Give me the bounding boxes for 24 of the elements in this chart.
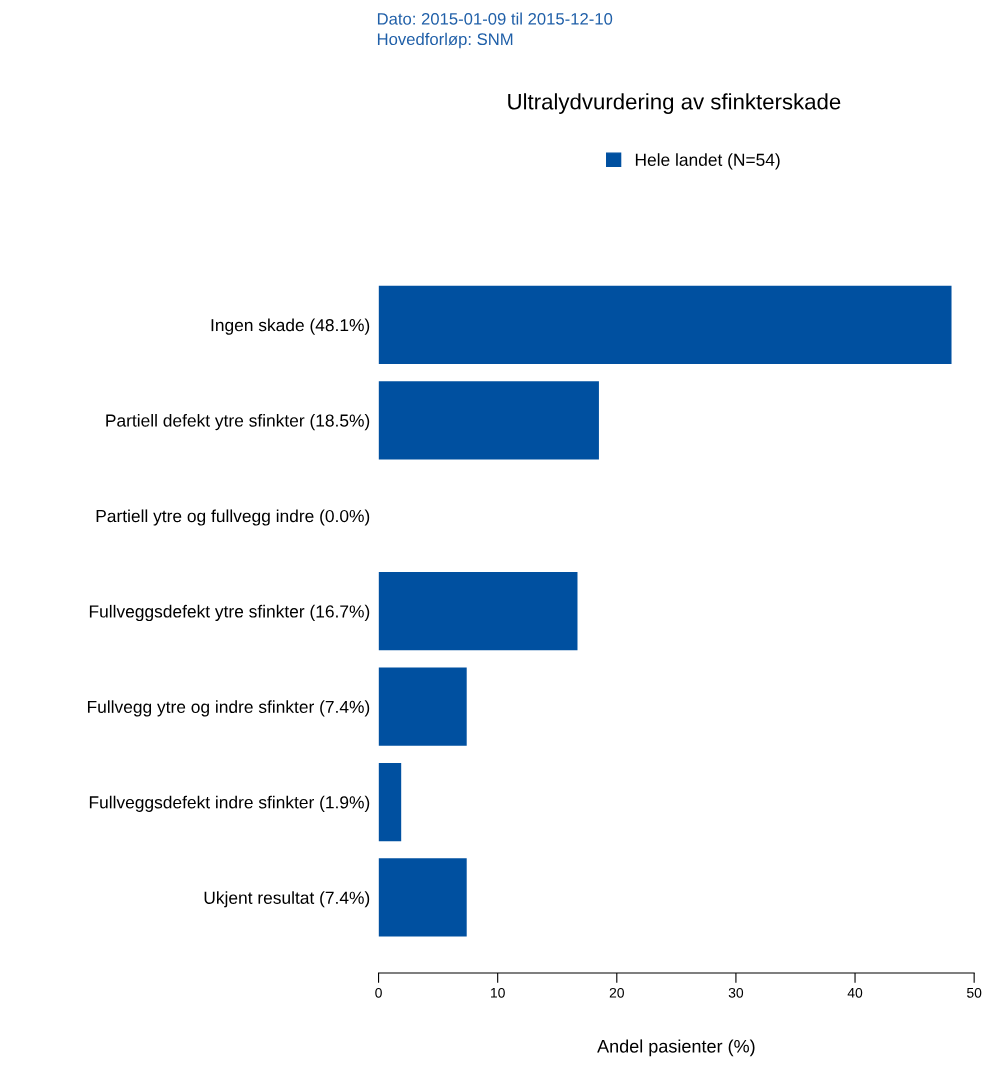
x-tick-label: 0: [375, 987, 382, 998]
bar: [378, 858, 467, 937]
text: Dato: 2015-01-09 til 2015-12-10: [377, 12, 613, 25]
x-tick-label: 50: [966, 987, 982, 998]
bar: [378, 285, 952, 364]
bar: [378, 572, 578, 651]
bar: [378, 381, 599, 460]
x-axis-title: Andel pasienter (%): [597, 1039, 755, 1057]
y-tick-label: Ingen skade (48.1%): [211, 318, 370, 335]
text: Hovedforløp: SNM: [377, 32, 513, 49]
x-tick-label: 20: [609, 987, 624, 998]
x-tick-label: 30: [728, 987, 744, 998]
y-tick-label: Fullveggsdefekt ytre sfinkter (16.7%): [89, 604, 370, 622]
x-tick-label: 10: [491, 987, 505, 998]
x-tick-label: 40: [847, 987, 863, 998]
y-tick-label: Fullveggsdefekt indre sfinkter (1.9%): [89, 795, 370, 812]
legend-label: Hele landet (N=54): [635, 153, 780, 170]
y-tick-label: Fullvegg ytre og indre sfinkter (7.4%): [87, 700, 370, 717]
y-tick-label: Partiell defekt ytre sfinkter (18.5%): [106, 413, 370, 431]
bar: [378, 667, 467, 746]
chart-title: Ultralydvurdering av sfinkterskade: [508, 93, 841, 114]
y-tick-label: Ukjent resultat (7.4%): [204, 891, 370, 908]
bar: [378, 762, 402, 842]
y-tick-label: Partiell ytre og fullvegg indre (0.0%): [96, 509, 370, 526]
